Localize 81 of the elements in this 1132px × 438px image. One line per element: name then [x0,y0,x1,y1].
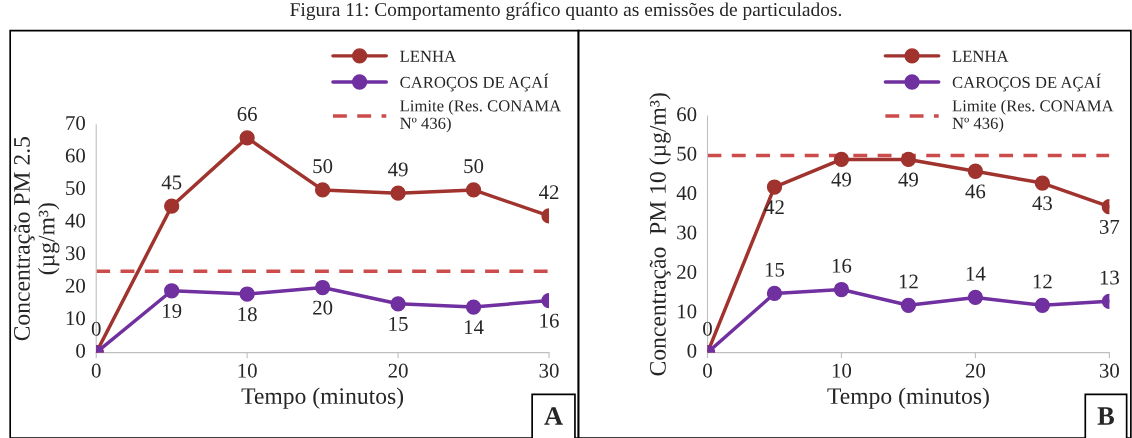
point [314,279,331,296]
data-label: 14 [464,320,484,334]
data-label: 12 [1033,274,1052,289]
y-tick-label: 40 [676,186,697,201]
point [390,296,406,312]
x-axis-title: Tempo (minutos) [241,387,404,409]
point [766,179,783,195]
legend-label: CAROÇOS DE AÇAÍ [400,73,549,92]
point [833,281,850,298]
y-axis-title: Concentração PM 2.5 (µg/m³) [13,137,60,341]
y-tick-label: 40 [65,213,86,228]
legend-label: CAROÇOS DE AÇAÍ [952,73,1101,92]
x-tick-label: 0 [91,363,101,378]
point [465,299,482,315]
data-label: 16 [540,313,559,328]
data-label: 14 [966,266,986,281]
y-tick-label: 50 [66,181,86,196]
point [164,283,180,299]
point [465,182,482,198]
data-label: 0 [91,321,101,336]
text: B [1097,407,1115,425]
point [967,289,984,306]
point [239,130,255,146]
data-label: 0 [703,321,712,336]
point [900,151,917,168]
y-tick-label: 30 [65,246,86,261]
data-label: 49 [898,172,918,187]
x-tick-label: 10 [832,363,852,378]
data-label: 49 [388,162,408,177]
chart-title: Figura 11: Comportamento gráfico quanto as emissões de particulados. [290,2,842,21]
text: A [544,407,563,425]
point [390,185,406,201]
x-tick-label: 0 [703,363,712,378]
data-label: 50 [464,159,484,174]
legend-label: LENHA [952,50,1009,62]
point [1034,175,1051,191]
y-tick-label: 60 [65,148,86,163]
y-tick-label: 20 [677,264,697,279]
point [833,151,850,168]
data-label: 15 [389,316,408,331]
data-label: 37 [1099,219,1120,234]
data-label: 19 [163,303,182,318]
data-label: 16 [832,258,852,273]
legend-label: LENHA [400,50,456,62]
data-label: 42 [539,185,559,199]
y-tick-label: 0 [687,343,697,358]
x-axis-title: Tempo (minutos) [827,387,989,409]
point [967,163,984,179]
point [239,286,255,302]
data-label: 43 [1032,196,1052,211]
y-tick-label: 50 [677,146,697,161]
data-label: 13 [1100,270,1119,285]
point [314,182,331,198]
y-axis-title: Concentração PM 10 (µg/m³) [649,93,671,376]
data-label: 18 [238,307,257,322]
x-tick-label: 20 [965,363,986,378]
legend-label: Limite (Res. CONAMA Nº 436) [952,99,1114,133]
data-label: 66 [237,107,257,122]
point [1034,297,1051,313]
y-tick-label: 10 [678,304,697,319]
data-label: 50 [313,159,333,174]
y-tick-label: 0 [76,343,86,358]
y-tick-label: 30 [677,225,697,240]
data-label: 45 [161,175,182,190]
x-tick-label: 10 [238,363,257,378]
data-label: 46 [965,184,986,199]
y-tick-label: 10 [66,311,86,326]
y-tick-label: 70 [66,115,86,131]
y-tick-label: 20 [65,278,86,293]
data-label: 15 [765,262,785,277]
point [766,285,783,302]
legend-label: Limite (Res. CONAMA Nº 436) [400,99,562,133]
point [164,198,180,214]
data-label: 12 [899,274,918,289]
data-label: 20 [313,300,333,315]
data-label: 49 [831,172,852,187]
point [900,297,917,313]
x-tick-label: 20 [388,363,408,378]
y-tick-label: 60 [677,107,697,122]
x-tick-label: 30 [539,363,559,378]
x-tick-label: 30 [1099,363,1119,378]
